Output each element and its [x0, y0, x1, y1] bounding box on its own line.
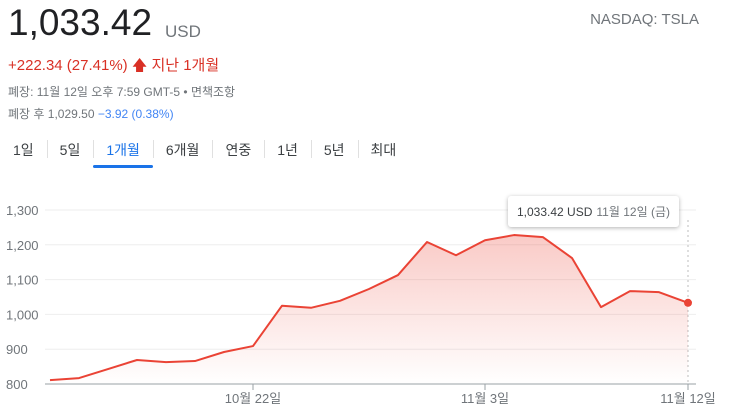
tab-range[interactable]: 5일 [46, 136, 94, 168]
tab-range[interactable]: 최대 [357, 136, 410, 168]
price-chart[interactable]: 800 900 1,000 1,100 1,200 1,300 10월 22일 11월 3일 1… [0, 190, 730, 417]
change-period: 지난 1개월 [151, 57, 220, 74]
chart-tooltip: 1,033.42 USD 11월 12일 (금) [508, 196, 679, 227]
tab-range[interactable]: 1일 [13, 142, 34, 158]
y-tick-label: 1,000 [6, 307, 39, 322]
y-tick-label: 800 [6, 377, 28, 392]
exchange-ticker: NASDAQ: TSLA [590, 11, 699, 28]
after-hours-change: −3.92 (0.38%) [97, 107, 174, 121]
x-tick-label: 11월 12일 [660, 391, 716, 406]
tooltip-date: 11월 12일 (금) [596, 205, 670, 219]
x-tick-label: 11월 3일 [461, 391, 509, 406]
y-tick-label: 1,100 [6, 273, 39, 288]
x-tick-label: 10월 22일 [225, 391, 281, 406]
change-value: +222.34 (27.41%) [8, 57, 128, 74]
y-tick-label: 900 [6, 342, 28, 357]
current-point-marker [684, 298, 692, 307]
tooltip-value: 1,033.42 USD [517, 205, 593, 219]
current-price: 1,033.42 [8, 2, 153, 43]
range-tabs: 1일 5일 1개월 6개월 연중 1년 5년 최대 [0, 136, 409, 168]
area-fill [50, 235, 688, 384]
after-hours: 폐장 후 1,029.50 −3.92 (0.38%) [8, 105, 174, 122]
tab-range[interactable]: 1개월 [93, 136, 153, 168]
arrow-up-icon: 🡅 [131, 57, 148, 74]
tab-range[interactable]: 6개월 [152, 136, 213, 168]
tab-range[interactable]: 1년 [264, 136, 311, 168]
currency: USD [165, 22, 201, 41]
closed-info: 폐장: 11월 12일 오후 7:59 GMT-5 • 면책조항 [8, 85, 236, 99]
tab-range[interactable]: 5년 [310, 136, 358, 168]
y-tick-label: 1,300 [6, 203, 39, 218]
y-tick-label: 1,200 [6, 238, 39, 253]
after-hours-price: 폐장 후 1,029.50 [8, 107, 95, 121]
price-change: +222.34 (27.41%) 🡅 지난 1개월 [8, 54, 219, 80]
tab-range[interactable]: 연중 [212, 136, 264, 168]
